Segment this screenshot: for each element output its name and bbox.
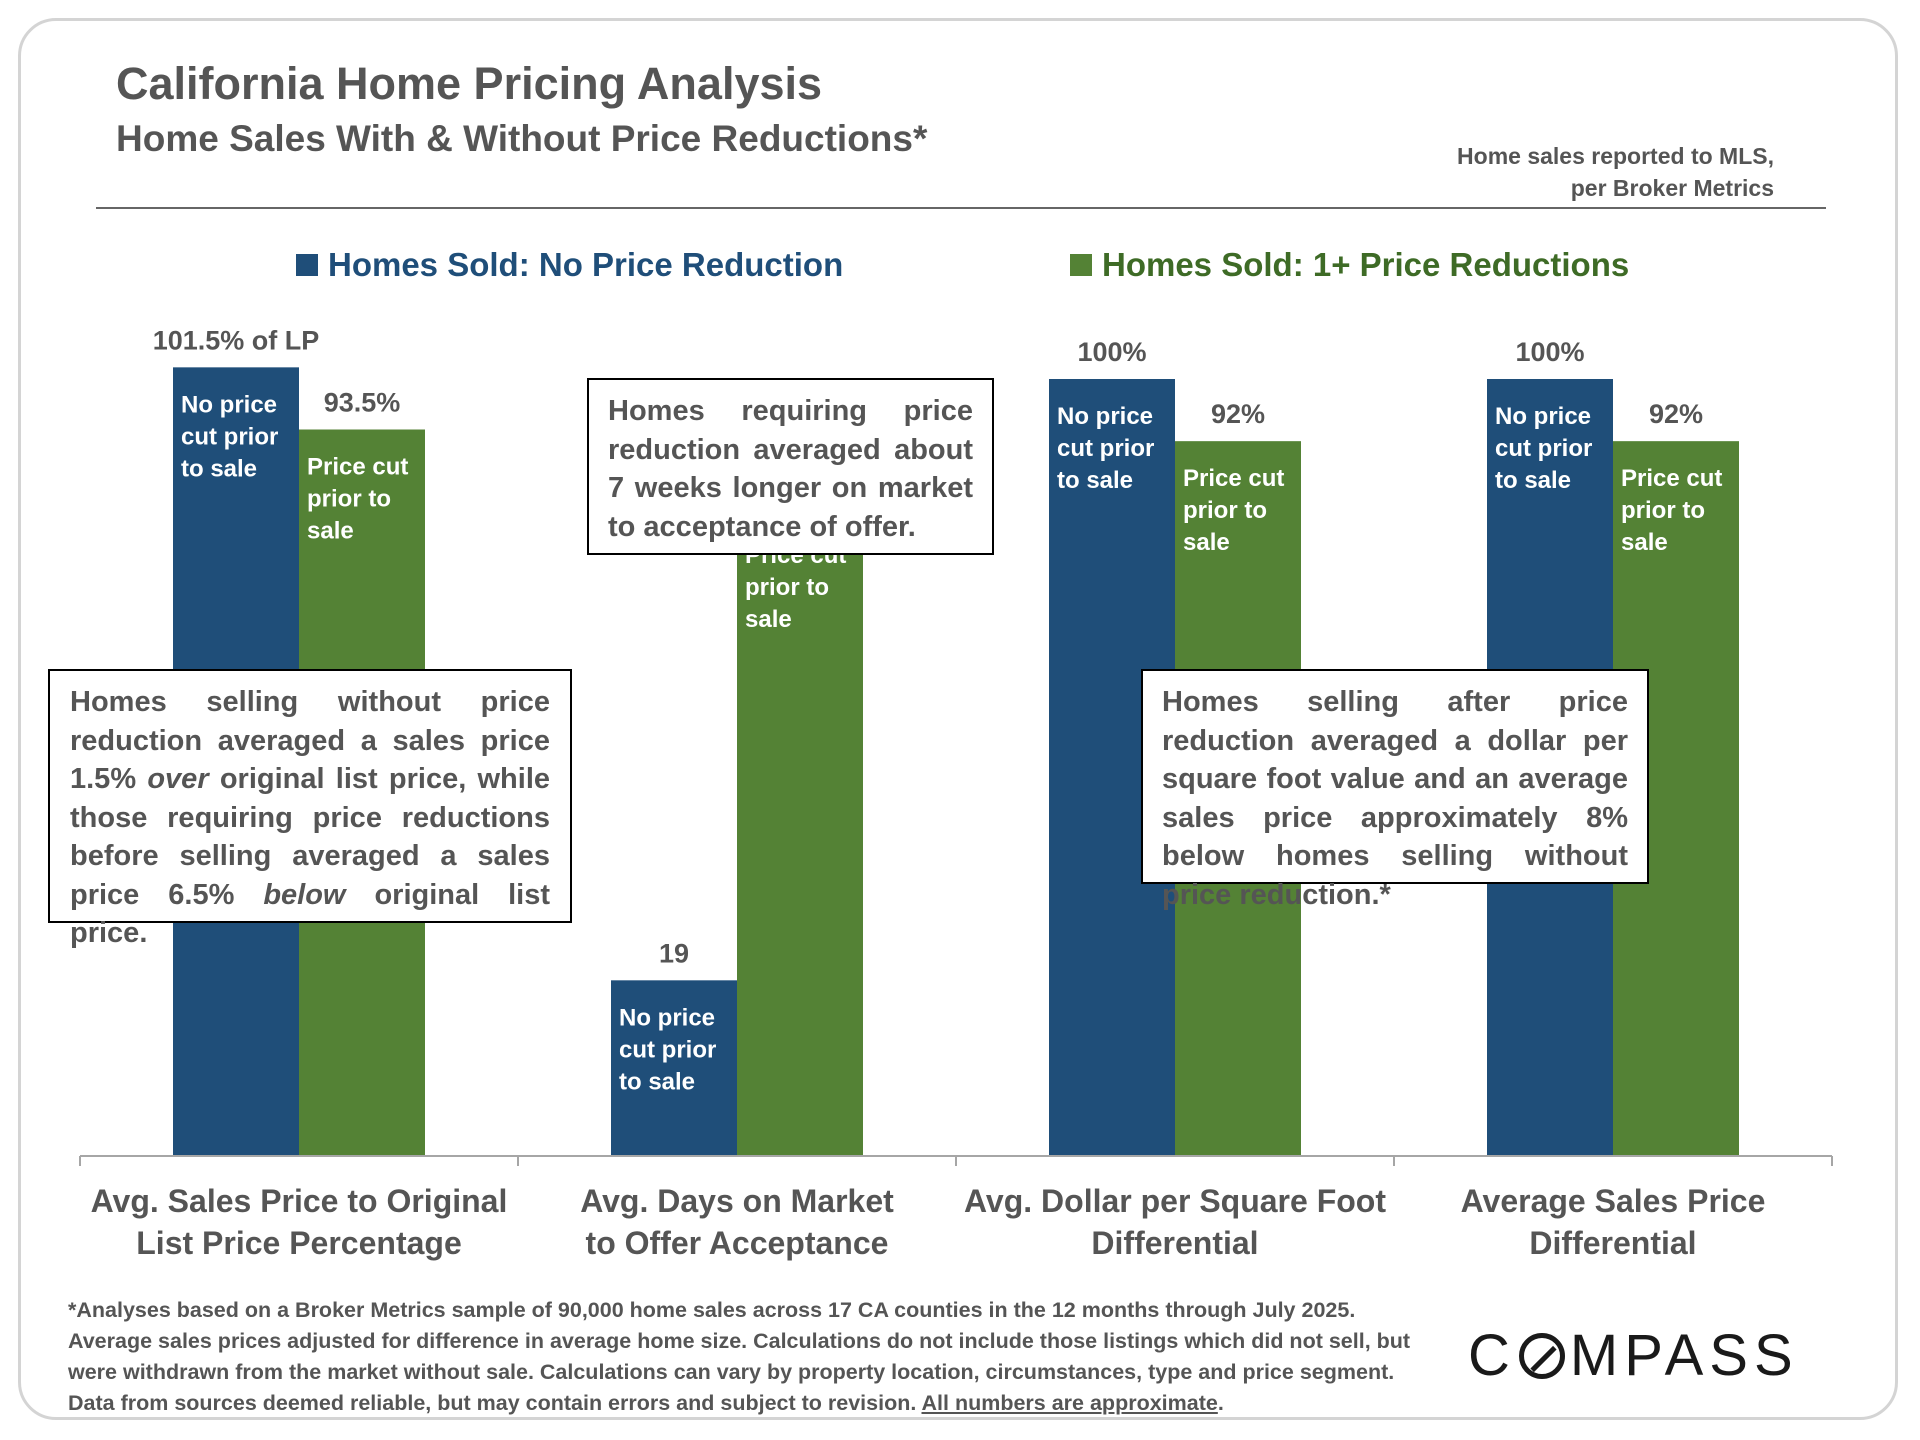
bar-with-reduction-1 [737, 518, 863, 1156]
page-title: California Home Pricing Analysis [116, 58, 823, 109]
compass-logo: C MPASS [1468, 1322, 1799, 1389]
bar-text-no-reduction-1-0: No price [619, 1004, 715, 1031]
legend-item-with-reduction: Homes Sold: 1+ Price Reductions [1070, 246, 1629, 284]
value-label-with-reduction-2: 92% [1211, 399, 1265, 429]
bar-text-with-reduction-1-1: prior to [745, 574, 829, 601]
legend-swatch-no-reduction [296, 254, 318, 276]
category-label-0-0: Avg. Sales Price to Original [91, 1183, 508, 1219]
bar-text-with-reduction-0-1: prior to [307, 486, 391, 513]
legend-item-no-reduction: Homes Sold: No Price Reduction [296, 246, 843, 284]
bar-text-no-reduction-0-2: to sale [181, 455, 257, 482]
category-label-1-1: to Offer Acceptance [586, 1225, 889, 1261]
value-label-with-reduction-0: 93.5% [324, 388, 401, 418]
footnote: *Analyses based on a Broker Metrics samp… [68, 1295, 1438, 1419]
bar-text-no-reduction-0-1: cut prior [181, 423, 278, 450]
bar-text-with-reduction-2-2: sale [1183, 529, 1230, 556]
logo-text-start: C [1468, 1323, 1516, 1388]
source-line-1: Home sales reported to MLS, [1457, 143, 1774, 169]
footnote-end: . [1217, 1391, 1224, 1415]
annotation-box-price-differential: Homes selling after price reduction aver… [1141, 669, 1649, 911]
slide-frame [18, 18, 1898, 1420]
value-label-with-reduction-3: 92% [1649, 399, 1703, 429]
annotation-1-text-a: Homes selling without price reduction av… [70, 686, 550, 795]
bar-text-no-reduction-2-1: cut prior [1057, 435, 1154, 462]
bar-text-with-reduction-3-1: prior to [1621, 497, 1705, 524]
value-label-no-reduction-0: 101.5% of LP [153, 325, 320, 355]
footnote-underlined: All numbers are approximate [921, 1391, 1218, 1415]
bar-text-with-reduction-0-0: Price cut [307, 454, 408, 481]
bar-text-with-reduction-3-2: sale [1621, 529, 1668, 556]
bar-text-no-reduction-1-1: cut prior [619, 1036, 716, 1063]
logo-text-end: MPASS [1569, 1323, 1799, 1388]
legend-label-no-reduction: Homes Sold: No Price Reduction [328, 246, 844, 283]
bar-text-with-reduction-3-0: Price cut [1621, 465, 1722, 492]
annotation-box-price-ratio: Homes selling without price reduction av… [48, 669, 572, 949]
category-label-3-0: Average Sales Price [1461, 1183, 1766, 1219]
category-label-2-1: Differential [1091, 1225, 1258, 1261]
bar-text-no-reduction-3-0: No price [1495, 403, 1591, 430]
annotation-box-days-on-market: Homes requiring price reduction averaged… [587, 378, 994, 555]
annotation-1-emphasis-below: below [263, 878, 346, 911]
page-subtitle: Home Sales With & Without Price Reductio… [116, 118, 928, 159]
footnote-text: *Analyses based on a Broker Metrics samp… [68, 1298, 1411, 1415]
bar-text-with-reduction-1-2: sale [745, 606, 792, 633]
category-label-0-1: List Price Percentage [136, 1225, 461, 1261]
bar-text-no-reduction-0-0: No price [181, 391, 277, 418]
annotation-1-text-b: original list price, while those requiri… [70, 763, 551, 911]
legend-label-with-reduction: Homes Sold: 1+ Price Reductions [1102, 246, 1630, 283]
value-label-no-reduction-2: 100% [1077, 337, 1146, 367]
bar-text-no-reduction-3-2: to sale [1495, 467, 1571, 494]
category-label-3-1: Differential [1529, 1225, 1696, 1261]
bar-text-with-reduction-2-1: prior to [1183, 497, 1267, 524]
category-label-1-0: Avg. Days on Market [580, 1183, 894, 1219]
bar-text-no-reduction-1-2: to sale [619, 1068, 695, 1095]
category-label-2-0: Avg. Dollar per Square Foot [964, 1183, 1386, 1219]
compass-o-icon [1518, 1332, 1565, 1379]
value-label-no-reduction-3: 100% [1515, 337, 1584, 367]
bar-text-no-reduction-2-0: No price [1057, 403, 1153, 430]
bar-text-with-reduction-0-2: sale [307, 518, 354, 545]
value-label-no-reduction-1: 19 [659, 938, 689, 968]
legend-swatch-with-reduction [1070, 254, 1092, 276]
annotation-1-emphasis-over: over [147, 763, 209, 795]
bar-text-no-reduction-2-2: to sale [1057, 467, 1133, 494]
bar-text-no-reduction-3-1: cut prior [1495, 435, 1592, 462]
bar-no-reduction-1 [611, 980, 737, 1156]
source-line-2: per Broker Metrics [1570, 175, 1774, 201]
annotation-1-text-c: original list price. [70, 878, 551, 950]
bar-text-with-reduction-2-0: Price cut [1183, 465, 1284, 492]
source-note: Home sales reported to MLS, per Broker M… [1457, 140, 1774, 204]
header-divider [96, 207, 1826, 209]
